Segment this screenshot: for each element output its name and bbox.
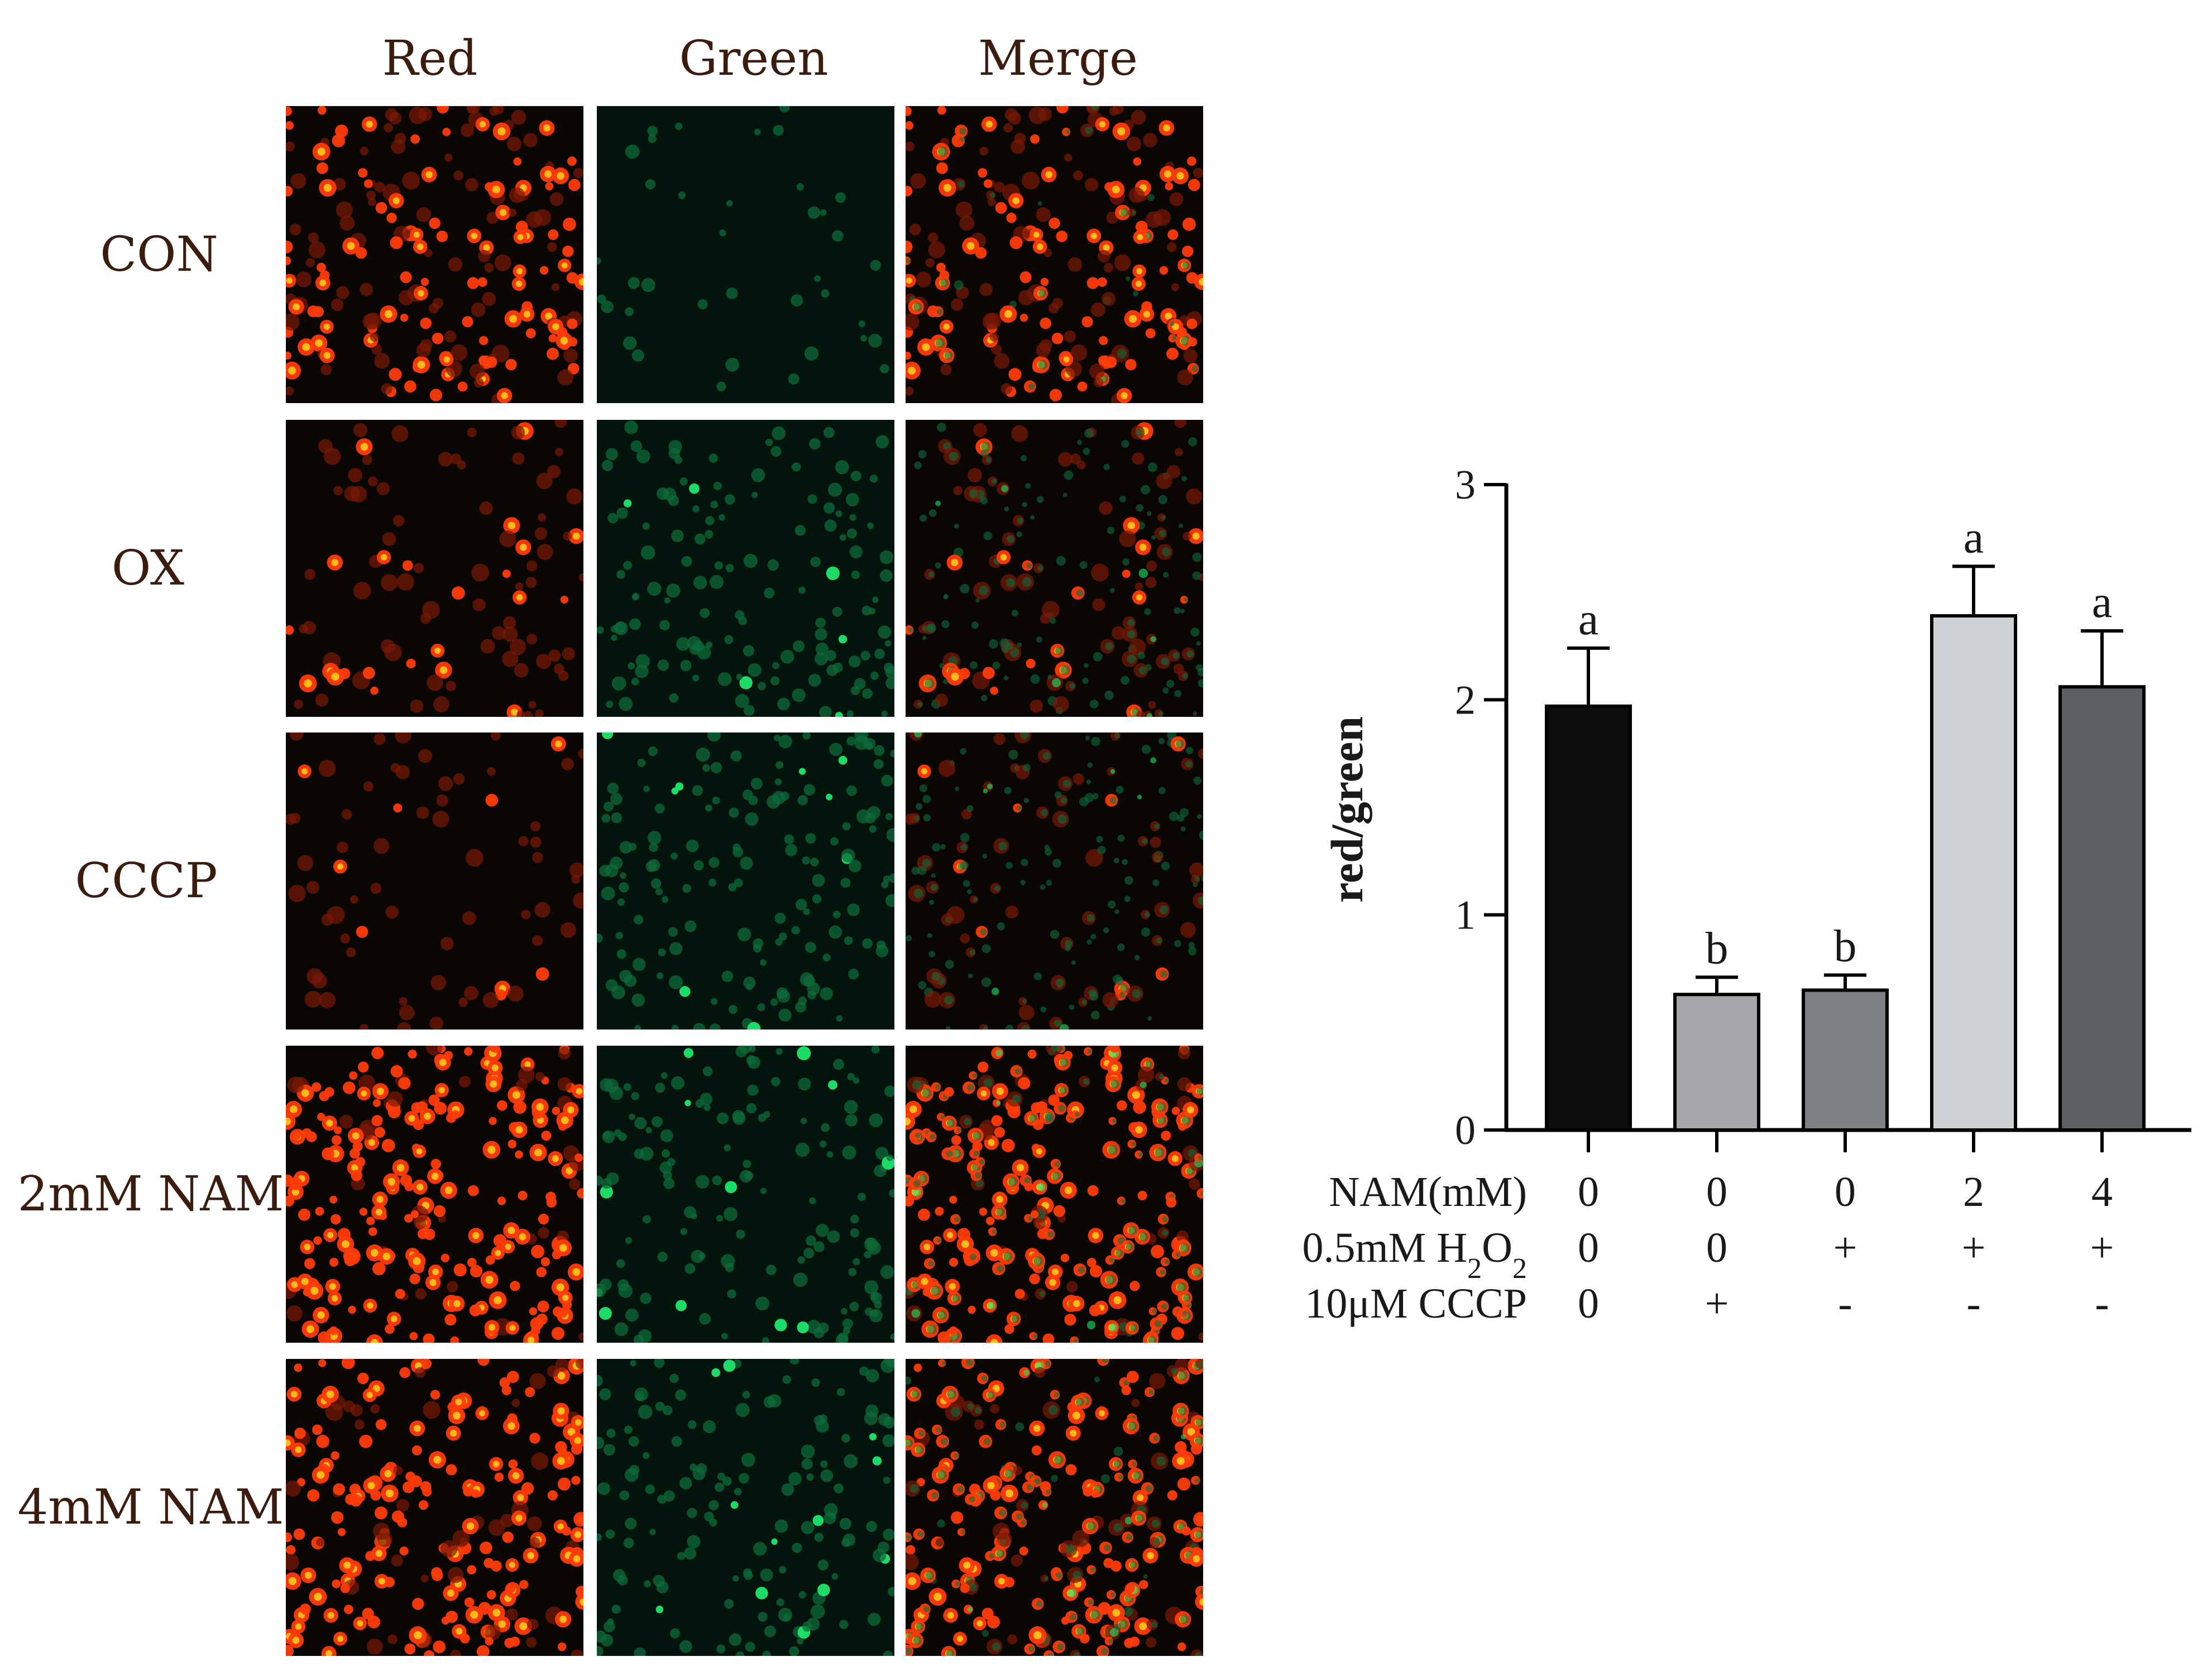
significance-label-4: a <box>2092 576 2112 627</box>
condition-value-0-1: 0 <box>1706 1169 1727 1215</box>
panel-red-2mm-nam <box>286 1046 583 1343</box>
condition-value-2-3: - <box>1966 1280 1980 1327</box>
column-label-green: Green <box>679 31 829 87</box>
condition-value-1-3: + <box>1962 1224 1986 1271</box>
row-label-2mm-nam: 2mM NAM <box>17 1166 284 1222</box>
condition-value-1-2: + <box>1833 1224 1857 1271</box>
condition-value-2-4: - <box>2095 1280 2109 1327</box>
row-label-con: CON <box>100 227 218 283</box>
condition-value-0-4: 4 <box>2091 1169 2113 1215</box>
bar-2 <box>1802 988 1889 1132</box>
panel-red-ox <box>286 420 583 717</box>
condition-value-0-0: 0 <box>1578 1169 1599 1215</box>
condition-value-2-1: + <box>1705 1280 1729 1327</box>
significance-label-3: a <box>1964 511 1984 562</box>
y-tick-label-0: 0 <box>1455 1108 1476 1153</box>
condition-label-2: 10μM CCCP <box>1305 1280 1527 1327</box>
bar-4 <box>2058 685 2146 1132</box>
significance-label-2: b <box>1834 921 1857 971</box>
row-label-cccp: CCCP <box>75 853 218 909</box>
row-label-ox: OX <box>111 540 185 596</box>
condition-value-2-0: 0 <box>1578 1280 1599 1327</box>
y-tick-label-1: 1 <box>1455 893 1476 939</box>
panel-merge-4mm-nam <box>906 1359 1203 1656</box>
condition-value-0-3: 2 <box>1963 1169 1984 1215</box>
row-label-4mm-nam: 4mM NAM <box>17 1480 284 1535</box>
y-tick-label-3: 3 <box>1455 462 1476 508</box>
bar-3 <box>1930 614 2017 1132</box>
panel-red-4mm-nam <box>286 1359 583 1656</box>
significance-label-1: b <box>1706 922 1729 973</box>
condition-label-1: 0.5mM H2O2 <box>1303 1224 1527 1285</box>
panel-merge-con <box>906 106 1203 403</box>
condition-value-0-2: 0 <box>1835 1169 1856 1215</box>
panel-green-4mm-nam <box>597 1359 894 1656</box>
panel-merge-2mm-nam <box>906 1046 1203 1343</box>
panel-merge-cccp <box>906 732 1203 1030</box>
panel-green-2mm-nam <box>597 1046 894 1343</box>
panel-merge-ox <box>906 420 1203 717</box>
bar-1 <box>1673 993 1760 1132</box>
condition-value-1-4: + <box>2090 1224 2114 1271</box>
column-label-merge: Merge <box>978 31 1138 87</box>
panel-red-con <box>286 106 583 403</box>
y-axis-label: red/green <box>1322 716 1372 903</box>
condition-label-0: NAM(mM) <box>1329 1169 1527 1215</box>
condition-value-2-2: - <box>1838 1280 1852 1327</box>
column-label-red: Red <box>382 31 478 87</box>
bar-0 <box>1545 704 1632 1132</box>
panel-green-cccp <box>597 732 894 1030</box>
panel-red-cccp <box>286 732 583 1030</box>
y-tick-label-2: 2 <box>1455 677 1476 723</box>
panel-green-ox <box>597 420 894 717</box>
condition-value-1-0: 0 <box>1578 1224 1599 1271</box>
condition-value-1-1: 0 <box>1706 1224 1727 1271</box>
significance-label-0: a <box>1578 593 1598 644</box>
panel-green-con <box>597 106 894 403</box>
